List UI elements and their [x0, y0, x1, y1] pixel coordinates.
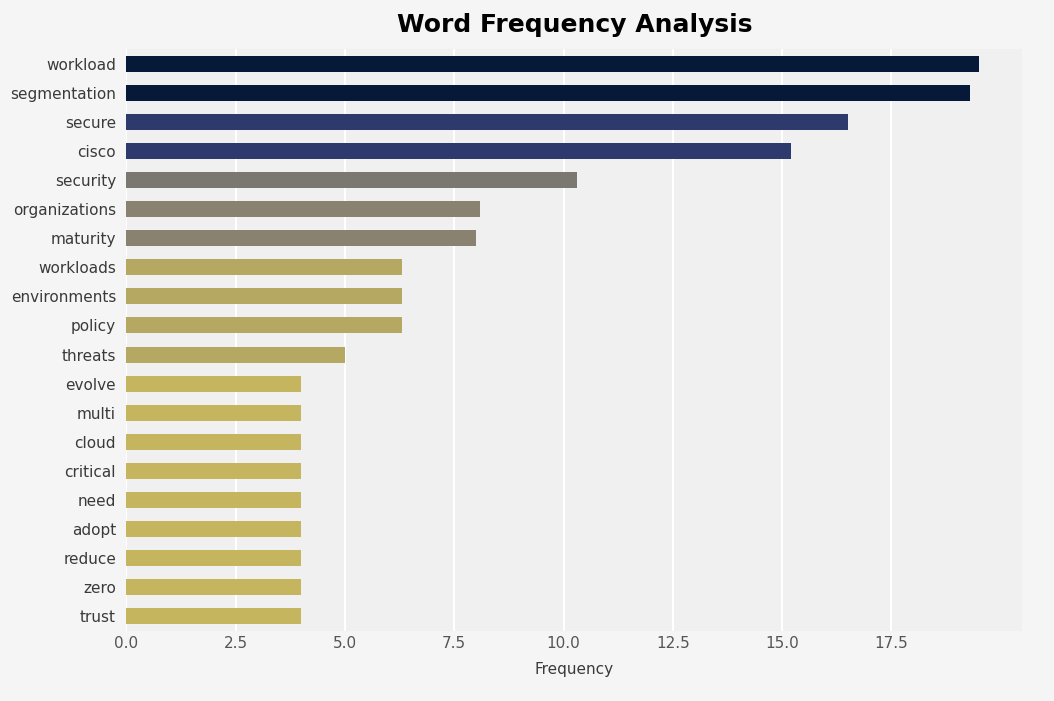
Bar — [126, 463, 301, 479]
Bar — [126, 143, 790, 159]
Bar — [126, 55, 979, 72]
Bar — [126, 492, 301, 508]
Bar — [126, 201, 481, 217]
Bar — [126, 114, 847, 130]
Bar — [126, 85, 970, 101]
Bar — [126, 230, 476, 246]
X-axis label: Frequency: Frequency — [534, 662, 614, 677]
Bar — [126, 376, 301, 392]
Bar — [126, 259, 402, 275]
Bar — [126, 608, 301, 625]
Title: Word Frequency Analysis: Word Frequency Analysis — [396, 13, 753, 37]
Bar — [126, 288, 402, 304]
Bar — [126, 404, 301, 421]
Bar — [126, 172, 577, 188]
Bar — [126, 318, 402, 334]
Bar — [126, 346, 345, 362]
Bar — [126, 550, 301, 566]
Bar — [126, 579, 301, 595]
Bar — [126, 521, 301, 537]
Bar — [126, 434, 301, 450]
